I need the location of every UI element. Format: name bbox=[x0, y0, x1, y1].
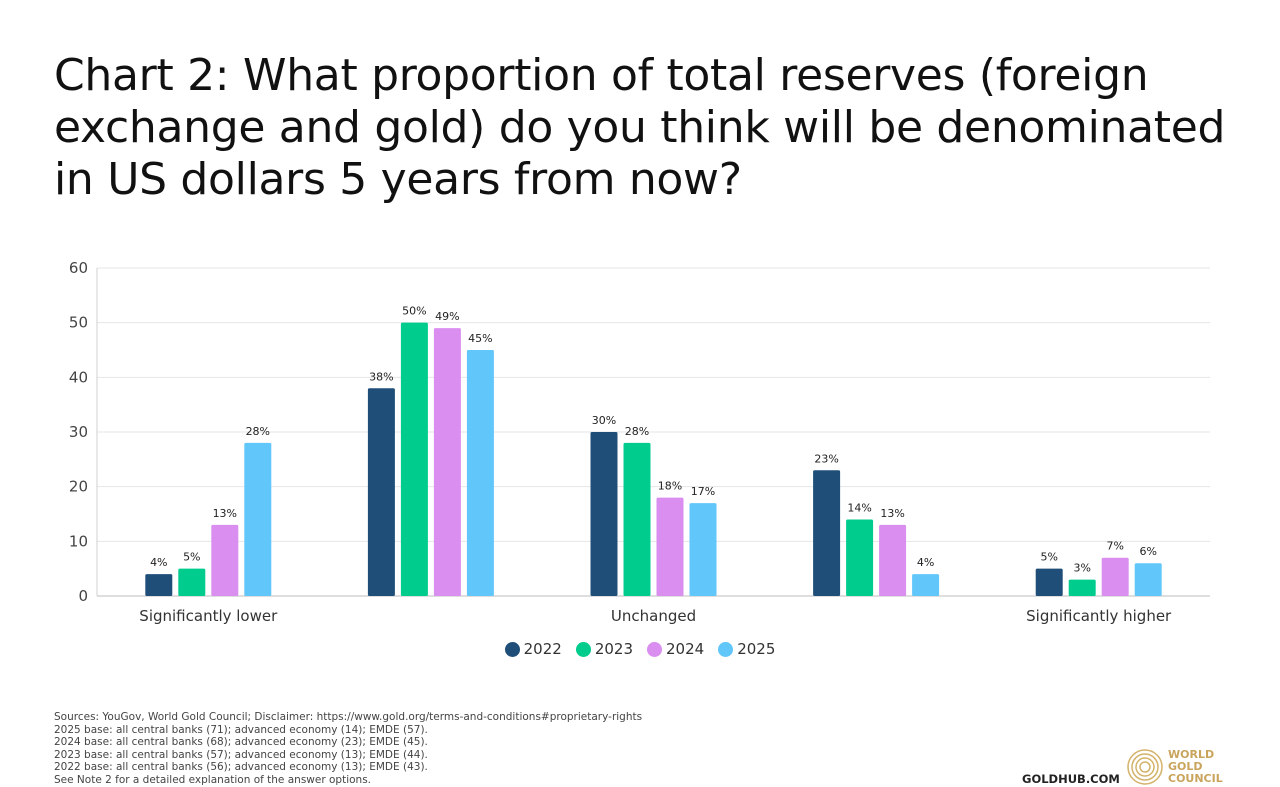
y-tick-label: 40 bbox=[69, 368, 88, 386]
data-label: 23% bbox=[814, 452, 838, 465]
data-label: 28% bbox=[625, 425, 649, 438]
data-label: 5% bbox=[183, 551, 200, 564]
logo-line: GOLD bbox=[1168, 760, 1203, 773]
data-label: 4% bbox=[917, 556, 934, 569]
legend-swatch bbox=[718, 641, 734, 657]
bar bbox=[1101, 557, 1129, 596]
chart-title-line: exchange and gold) do you think will be … bbox=[54, 102, 1226, 153]
legend-swatch bbox=[647, 641, 662, 657]
legend-item: 2025 bbox=[718, 640, 775, 658]
legend-item: 2023 bbox=[575, 640, 633, 658]
bar bbox=[433, 328, 461, 596]
site-link[interactable]: GOLDHUB.COM bbox=[1022, 772, 1120, 786]
data-label: 13% bbox=[213, 507, 237, 520]
data-label: 28% bbox=[246, 425, 270, 438]
data-label: 50% bbox=[402, 305, 426, 318]
y-tick-label: 50 bbox=[69, 314, 88, 332]
data-label: 49% bbox=[435, 310, 459, 323]
bar bbox=[590, 432, 618, 596]
logo-wordmark: WORLD GOLD COUNCIL bbox=[1168, 749, 1223, 785]
data-label: 6% bbox=[1139, 545, 1156, 558]
legend-label: 2025 bbox=[737, 640, 776, 658]
legend-label: 2024 bbox=[666, 640, 705, 658]
legend-label: 2023 bbox=[594, 640, 633, 658]
chart-title-line: Chart 2: What proportion of total reserv… bbox=[54, 50, 1149, 101]
bar bbox=[145, 574, 173, 596]
bar bbox=[656, 497, 684, 596]
footnotes: Sources: YouGov, World Gold Council; Dis… bbox=[54, 711, 642, 787]
logo-line: COUNCIL bbox=[1168, 772, 1223, 785]
footnote-base-2024: 2024 base: all central banks (68); advan… bbox=[54, 736, 428, 749]
y-tick-label: 20 bbox=[69, 478, 88, 496]
bar bbox=[846, 519, 874, 596]
footnote-base-2022: 2022 base: all central banks (56); advan… bbox=[54, 761, 428, 774]
footnote-sources: Sources: YouGov, World Gold Council; Dis… bbox=[54, 711, 643, 723]
legend-label: 2022 bbox=[523, 640, 562, 658]
data-label: 7% bbox=[1106, 540, 1123, 553]
chart-title: Chart 2: What proportion of total reserv… bbox=[54, 50, 1234, 206]
bar bbox=[466, 350, 494, 596]
x-category-label: Unchanged bbox=[611, 607, 696, 625]
chart-title-line: in US dollars 5 years from now? bbox=[54, 154, 742, 205]
legend-swatch bbox=[575, 641, 591, 657]
bar bbox=[879, 524, 907, 596]
legend-swatch bbox=[504, 641, 520, 657]
bar bbox=[367, 388, 395, 596]
data-label: 5% bbox=[1040, 551, 1057, 564]
bar bbox=[912, 574, 940, 596]
bar bbox=[1068, 579, 1096, 596]
data-label: 18% bbox=[658, 480, 682, 493]
data-label: 38% bbox=[369, 370, 393, 383]
bar bbox=[813, 470, 841, 596]
data-label: 17% bbox=[691, 485, 715, 498]
bar bbox=[211, 524, 239, 596]
y-tick-label: 10 bbox=[69, 532, 88, 550]
bar bbox=[178, 568, 206, 596]
bar bbox=[689, 503, 717, 596]
bar bbox=[1035, 568, 1063, 596]
data-label: 14% bbox=[847, 501, 871, 514]
logo-line: WORLD bbox=[1168, 748, 1215, 761]
legend-item: 2022 bbox=[504, 640, 562, 658]
data-label: 13% bbox=[880, 507, 904, 520]
data-label: 4% bbox=[150, 556, 167, 569]
bar bbox=[623, 442, 651, 596]
bar bbox=[244, 442, 272, 596]
legend-item: 2024 bbox=[647, 640, 704, 658]
footnote-base-2025: 2025 base: all central banks (71); advan… bbox=[54, 723, 428, 736]
footnote-note: See Note 2 for a detailed explanation of… bbox=[54, 773, 371, 786]
bar bbox=[400, 322, 428, 596]
y-tick-label: 30 bbox=[69, 423, 88, 441]
x-category-label: Significantly lower bbox=[139, 607, 278, 625]
data-label: 3% bbox=[1073, 562, 1090, 575]
x-category-label: Significantly higher bbox=[1026, 607, 1172, 625]
bar-chart: 0 10 20 30 40 50 60 4% 5% 13% 28% Significantly low… bbox=[69, 259, 1210, 625]
y-tick-label: 60 bbox=[69, 259, 88, 277]
footnote-base-2023: 2023 base: all central banks (57); advan… bbox=[54, 748, 428, 761]
data-label: 30% bbox=[592, 414, 616, 427]
data-label: 45% bbox=[468, 332, 492, 345]
chart-legend: 2022 2023 2024 2025 bbox=[0, 640, 1280, 658]
world-gold-council-logo-icon bbox=[1127, 749, 1163, 785]
bar bbox=[1134, 563, 1162, 596]
y-tick-label: 0 bbox=[78, 587, 88, 605]
